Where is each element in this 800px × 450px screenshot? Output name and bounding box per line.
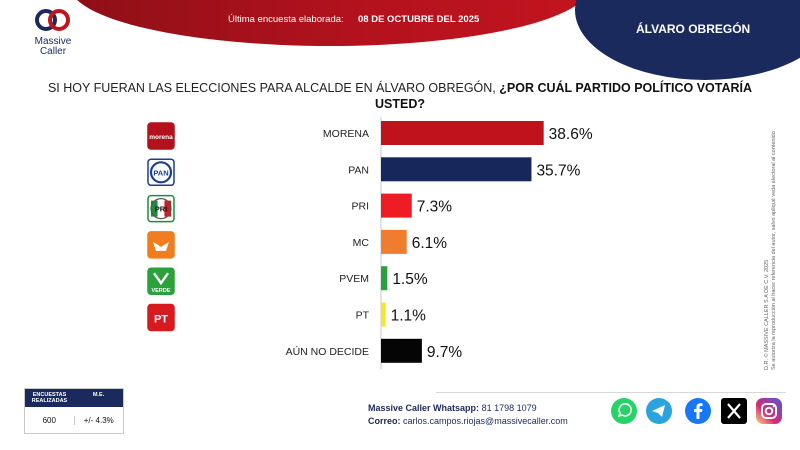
footer-divider <box>436 392 786 393</box>
morena-logo-icon: morena <box>147 122 175 150</box>
whatsapp-icon[interactable] <box>610 397 638 425</box>
whatsapp-number[interactable]: 81 1798 1079 <box>481 403 537 413</box>
category-label-pvem: PVEM <box>339 273 369 285</box>
category-label-pan: PAN <box>348 164 369 176</box>
pri-logo-text: PRI <box>155 205 168 214</box>
pt-logo-text: PT <box>154 314 168 326</box>
bar-morena <box>381 121 544 145</box>
margin-of-error: +/- 4.3% <box>83 415 114 425</box>
pvem-logo-icon: VERDE <box>147 267 175 295</box>
question-title: SI HOY FUERAN LAS ELECCIONES PARA ALCALD… <box>40 80 760 112</box>
category-label-morena: MORENA <box>323 128 369 140</box>
copyright-note: D.R. © MASSIVE CALLER S.A DE C.V. 2025 S… <box>756 100 786 370</box>
district-title: ÁLVARO OBREGÓN <box>636 22 751 36</box>
sample-header-surveys: ENCUESTAS REALIZADAS <box>31 392 68 404</box>
morena-logo-text: morena <box>149 134 173 141</box>
pan-logo-text: PAN <box>153 168 168 177</box>
value-label-pt: 1.1% <box>391 308 427 325</box>
category-label-pt: PT <box>356 310 370 322</box>
bar-pri <box>381 193 412 218</box>
copyright-line2: Se autoriza la reproducción al hacer ref… <box>771 131 777 370</box>
brand-mark-icon <box>35 9 70 31</box>
category-label-pri: PRI <box>351 201 369 213</box>
bar-mc <box>381 229 407 254</box>
question-part1: SI HOY FUERAN LAS ELECCIONES PARA ALCALD… <box>47 81 496 95</box>
survey-date: 08 DE OCTUBRE DEL 2025 <box>358 14 480 25</box>
value-label-pvem: 1.5% <box>392 271 428 288</box>
bar-pvem <box>381 266 388 291</box>
email-address[interactable]: carlos.campos.riojas@massivecaller.com <box>403 416 568 426</box>
mc-logo-icon <box>147 231 175 259</box>
pri-logo-icon: PRI <box>147 194 175 223</box>
survey-date-label: Última encuesta elaborada: <box>228 14 344 25</box>
value-label-a-n-no-decide: 9.7% <box>427 344 463 361</box>
bar-pt <box>381 302 386 327</box>
sample-size: 600 <box>25 415 75 425</box>
contact-info: Massive Caller Whatsapp: 81 1798 1079 Co… <box>368 402 568 428</box>
value-label-mc: 6.1% <box>412 235 448 252</box>
telegram-icon[interactable] <box>645 397 673 425</box>
category-label-mc: MC <box>353 237 370 249</box>
pt-logo-icon: PT <box>147 303 175 332</box>
question-part2: ¿POR CUÁL PARTIDO POLÍTICO VOTARÍA USTED… <box>375 81 753 111</box>
pvem-logo-text: VERDE <box>152 288 171 294</box>
value-label-morena: 38.6% <box>549 126 593 143</box>
whatsapp-label: Massive Caller Whatsapp: <box>368 403 480 413</box>
email-label: Correo: <box>368 416 401 426</box>
sample-table: ENCUESTAS REALIZADAS M.E. 600 +/- 4.3% <box>24 388 124 434</box>
value-label-pan: 35.7% <box>536 162 580 179</box>
brand-name-line1: Massive <box>34 36 72 47</box>
value-label-pri: 7.3% <box>417 199 453 216</box>
x-icon[interactable] <box>720 397 748 425</box>
instagram-icon[interactable] <box>755 397 783 425</box>
pan-logo-icon: PAN <box>147 158 175 187</box>
sample-header-margin: M.E. <box>92 392 105 398</box>
bar-pan <box>381 157 532 182</box>
copyright-line1: D.R. © MASSIVE CALLER S.A DE C.V. 2025 <box>764 259 770 370</box>
brand-name-line2: Caller <box>39 46 67 57</box>
brand-logo: Massive Caller <box>18 8 88 57</box>
bar-a-n-no-decide <box>381 338 422 363</box>
category-label-a-n-no-decide: AÚN NO DECIDE <box>286 345 369 358</box>
facebook-icon[interactable] <box>684 397 712 425</box>
